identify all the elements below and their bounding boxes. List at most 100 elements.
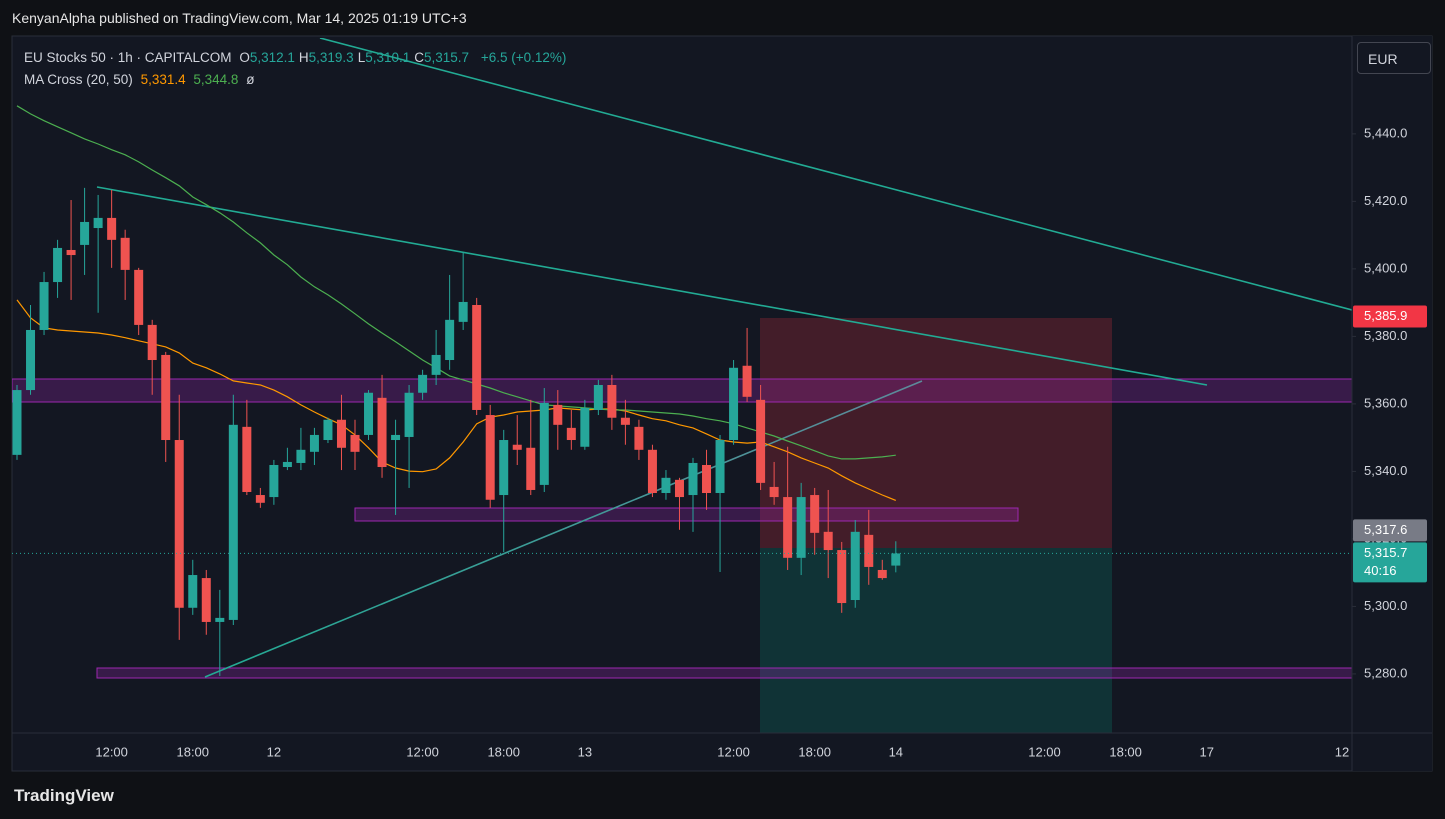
candle-body <box>837 550 847 604</box>
candle-body <box>485 415 495 500</box>
indicator: MA Cross (20, 50) <box>24 72 133 87</box>
candle-body <box>512 444 522 450</box>
candle-body <box>769 486 779 498</box>
plot <box>12 105 1352 676</box>
ohlc: O5,312.1 H5,319.3 L5,310.1 C5,315.7 <box>239 50 473 65</box>
drawings <box>12 38 1352 733</box>
candle-body <box>756 399 766 483</box>
support-zone <box>96 667 1352 679</box>
candle-body <box>431 354 441 375</box>
candle-body <box>891 553 901 566</box>
candle-body <box>269 464 279 498</box>
candle-body <box>26 329 36 391</box>
symbol: EU Stocks 50 · 1h · CAPITALCOM <box>24 50 232 65</box>
support-zone <box>354 507 1019 522</box>
x-tick-label: 18:00 <box>176 744 209 759</box>
candle-body <box>336 419 346 448</box>
candle-body <box>796 497 806 558</box>
legend-row: MA Cross (20, 50) 5,331.4 5,344.8 ø <box>24 69 570 91</box>
candle-body <box>134 269 144 325</box>
ohlc-key: L <box>357 50 366 65</box>
x-tick-label: 12:00 <box>95 744 128 759</box>
x-tick-label: 12 <box>267 744 281 759</box>
candle-body <box>810 495 820 533</box>
chart-panel <box>11 35 1433 772</box>
candle-body <box>53 247 63 283</box>
candle-body <box>783 497 793 558</box>
candle-body <box>539 402 549 485</box>
candle-body <box>661 477 671 494</box>
candle-body <box>107 217 117 240</box>
price-marker-label: 5,315.7 <box>1364 545 1407 560</box>
candle-body <box>242 426 252 492</box>
candle-body <box>80 221 90 245</box>
candle-body <box>607 384 617 418</box>
candle-body <box>647 449 657 494</box>
candle-body <box>282 461 292 468</box>
x-tick-label: 12 <box>1335 744 1349 759</box>
candle-body <box>823 531 833 551</box>
indicator-value: 5,331.4 <box>140 72 186 87</box>
ohlc-value: 5,315.7 <box>424 50 470 65</box>
candle-body <box>228 424 238 620</box>
candle-body <box>742 365 752 397</box>
y-tick-label: 5,340.0 <box>1364 463 1407 478</box>
price-axis-panel <box>1352 36 1432 771</box>
price-marker <box>1353 519 1427 542</box>
resistance-zone <box>12 378 1352 403</box>
x-tick-label: 18:00 <box>487 744 520 759</box>
candle-body <box>391 434 401 441</box>
candle-body <box>364 392 374 435</box>
x-tick-label: 18:00 <box>798 744 831 759</box>
axes: 5,280.05,300.05,320.05,340.05,360.05,380… <box>95 125 1427 759</box>
candle-body <box>729 367 739 441</box>
y-tick-label: 5,380.0 <box>1364 328 1407 343</box>
trend-line <box>319 38 1352 311</box>
price-marker <box>1353 305 1427 328</box>
candle-body <box>445 319 455 361</box>
candle-body <box>634 426 644 450</box>
candle-body <box>864 534 874 567</box>
price-marker-label: 5,317.6 <box>1364 522 1407 537</box>
ohlc-value: 5,319.3 <box>308 50 354 65</box>
candle-body <box>201 578 211 622</box>
y-tick-label: 5,440.0 <box>1364 125 1407 140</box>
price-marker <box>1353 542 1427 583</box>
indicator-icon[interactable]: ø <box>246 72 255 87</box>
candle-body <box>715 440 725 494</box>
candle-body <box>499 440 509 496</box>
candle-body <box>323 419 333 441</box>
y-tick-label: 5,360.0 <box>1364 395 1407 410</box>
candle-body <box>350 434 360 452</box>
y-tick-label: 5,280.0 <box>1364 665 1407 680</box>
y-tick-label: 5,300.0 <box>1364 598 1407 613</box>
candle-body <box>309 434 319 452</box>
x-tick-label: 12:00 <box>1028 744 1061 759</box>
ma-line <box>16 105 896 460</box>
x-tick-label: 14 <box>889 744 903 759</box>
candle-body <box>66 249 76 256</box>
position-target-zone <box>760 548 1112 733</box>
candle-body <box>174 440 184 608</box>
currency-button[interactable]: EUR <box>1357 42 1431 74</box>
candle-body <box>877 569 887 579</box>
candle-body <box>93 217 103 229</box>
candle-body <box>120 237 130 270</box>
candle-body <box>674 479 684 498</box>
ohlc-value: 5,312.1 <box>249 50 295 65</box>
ohlc-key: O <box>239 50 250 65</box>
candle-body <box>688 462 698 496</box>
brand: TradingView <box>14 786 114 805</box>
candle-body <box>296 449 306 463</box>
candle-body <box>526 447 536 490</box>
x-tick-label: 12:00 <box>717 744 750 759</box>
candle-body <box>472 304 482 410</box>
candle-body <box>553 404 563 425</box>
candle-body <box>215 617 225 622</box>
legend: EU Stocks 50 · 1h · CAPITALCOM O5,312.1 H… <box>24 47 570 91</box>
candle-body <box>702 464 712 494</box>
candle-body <box>147 324 157 361</box>
trend-line <box>204 380 923 678</box>
